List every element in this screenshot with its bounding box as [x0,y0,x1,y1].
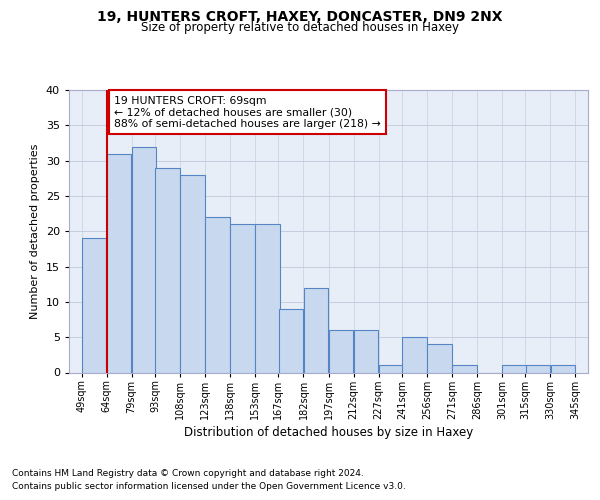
Text: Size of property relative to detached houses in Haxey: Size of property relative to detached ho… [141,21,459,34]
Bar [180,175,205,372]
Text: 19 HUNTERS CROFT: 69sqm
← 12% of detached houses are smaller (30)
88% of semi-de: 19 HUNTERS CROFT: 69sqm ← 12% of detache… [115,96,381,129]
Bar [107,154,131,372]
Bar [551,366,575,372]
Text: Contains public sector information licensed under the Open Government Licence v3: Contains public sector information licen… [12,482,406,491]
Bar [502,366,527,372]
Bar [354,330,379,372]
Bar [205,217,230,372]
Bar [526,366,550,372]
Bar [304,288,328,372]
Text: 19, HUNTERS CROFT, HAXEY, DONCASTER, DN9 2NX: 19, HUNTERS CROFT, HAXEY, DONCASTER, DN9… [97,10,503,24]
Bar [132,146,157,372]
Bar [82,238,106,372]
Bar [155,168,180,372]
Bar [379,366,403,372]
Bar [452,366,477,372]
Bar [256,224,280,372]
Y-axis label: Number of detached properties: Number of detached properties [30,144,40,319]
Text: Distribution of detached houses by size in Haxey: Distribution of detached houses by size … [184,426,473,439]
Bar [278,309,303,372]
Bar [329,330,353,372]
Text: Contains HM Land Registry data © Crown copyright and database right 2024.: Contains HM Land Registry data © Crown c… [12,468,364,477]
Bar [402,337,427,372]
Bar [427,344,452,372]
Bar [230,224,255,372]
